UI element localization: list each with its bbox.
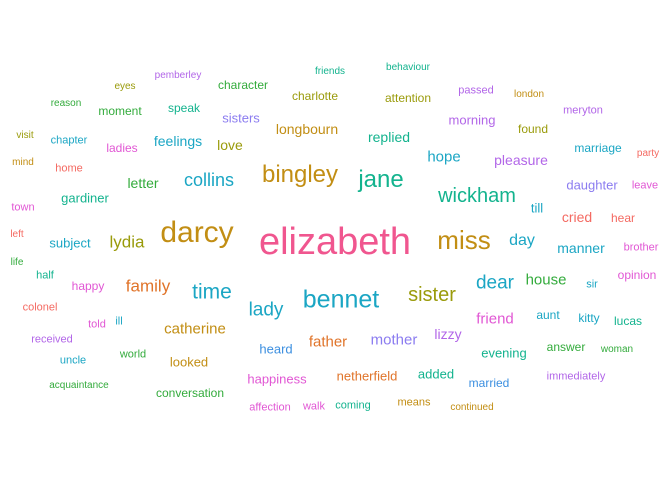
cloud-word-cried: cried <box>561 209 593 225</box>
cloud-word-ill: ill <box>115 315 123 328</box>
cloud-word-chapter: chapter <box>50 134 88 147</box>
cloud-word-acquaintance: acquaintance <box>49 380 109 391</box>
cloud-word-pleasure: pleasure <box>494 152 548 168</box>
cloud-word-time: time <box>192 280 232 304</box>
cloud-word-walk: walk <box>302 400 326 413</box>
cloud-word-left: left <box>10 229 24 240</box>
cloud-word-visit: visit <box>16 130 34 141</box>
cloud-word-till: till <box>530 200 544 216</box>
cloud-word-jane: jane <box>358 166 404 193</box>
cloud-word-mind: mind <box>12 157 34 168</box>
cloud-word-family: family <box>125 276 171 296</box>
cloud-word-attention: attention <box>384 91 432 105</box>
cloud-word-home: home <box>55 162 83 175</box>
cloud-word-happiness: happiness <box>247 371 307 387</box>
cloud-word-answer: answer <box>546 340 586 354</box>
cloud-word-speak: speak <box>167 101 201 115</box>
cloud-word-continued: continued <box>450 402 494 413</box>
cloud-word-colonel: colonel <box>22 301 58 314</box>
cloud-word-collins: collins <box>183 170 235 190</box>
cloud-word-love: love <box>217 137 243 153</box>
cloud-word-heard: heard <box>259 341 293 357</box>
cloud-word-looked: looked <box>169 354 209 370</box>
cloud-word-half: half <box>36 269 54 282</box>
cloud-word-daughter: daughter <box>566 177 618 193</box>
cloud-word-friends: friends <box>314 66 346 77</box>
cloud-word-miss: miss <box>437 225 491 255</box>
cloud-word-lizzy: lizzy <box>434 326 462 342</box>
cloud-word-world: world <box>119 348 147 361</box>
cloud-word-london: london <box>513 89 545 100</box>
cloud-word-replied: replied <box>367 129 411 145</box>
cloud-word-moment: moment <box>98 104 142 118</box>
cloud-word-life: life <box>10 257 24 268</box>
cloud-word-charlotte: charlotte <box>291 89 339 103</box>
cloud-word-uncle: uncle <box>59 354 87 367</box>
cloud-word-bennet: bennet <box>302 285 380 314</box>
cloud-word-letter: letter <box>127 175 159 191</box>
cloud-word-kitty: kitty <box>578 311 600 325</box>
cloud-word-morning: morning <box>448 112 496 128</box>
cloud-word-friend: friend <box>476 310 514 328</box>
cloud-word-hear: hear <box>610 211 636 225</box>
cloud-word-married: married <box>468 376 510 390</box>
cloud-word-wickham: wickham <box>438 185 516 207</box>
cloud-word-aunt: aunt <box>536 308 560 322</box>
cloud-word-pemberley: pemberley <box>154 70 202 81</box>
cloud-word-father: father <box>308 333 348 351</box>
cloud-word-town: town <box>11 201 35 214</box>
cloud-word-conversation: conversation <box>155 386 225 400</box>
cloud-word-behaviour: behaviour <box>386 62 430 73</box>
cloud-word-sisters: sisters <box>222 110 260 126</box>
cloud-word-lucas: lucas <box>613 314 643 328</box>
cloud-word-received: received <box>31 333 73 346</box>
cloud-word-catherine: catherine <box>164 320 226 338</box>
cloud-word-immediately: immediately <box>546 370 606 383</box>
cloud-word-darcy: darcy <box>160 216 234 249</box>
cloud-word-evening: evening <box>481 345 527 361</box>
cloud-word-ladies: ladies <box>106 141 138 155</box>
cloud-word-subject: subject <box>49 235 91 251</box>
cloud-word-eyes: eyes <box>114 81 136 92</box>
cloud-word-brother: brother <box>623 241 659 254</box>
cloud-word-added: added <box>417 366 455 382</box>
cloud-word-woman: woman <box>600 344 634 355</box>
cloud-word-gardiner: gardiner <box>61 190 109 206</box>
cloud-word-house: house <box>525 271 567 289</box>
cloud-word-leave: leave <box>631 179 659 192</box>
cloud-word-mother: mother <box>370 331 418 349</box>
cloud-word-feelings: feelings <box>153 133 203 149</box>
cloud-word-party: party <box>636 148 660 159</box>
cloud-word-sister: sister <box>408 284 456 306</box>
cloud-word-means: means <box>397 396 431 409</box>
cloud-word-elizabeth: elizabeth <box>258 221 412 263</box>
cloud-word-sir: sir <box>586 278 598 291</box>
cloud-word-found: found <box>517 122 549 136</box>
cloud-word-told: told <box>88 318 106 331</box>
cloud-word-lydia: lydia <box>109 232 145 252</box>
cloud-word-opinion: opinion <box>617 268 657 282</box>
cloud-word-happy: happy <box>71 279 105 293</box>
cloud-word-marriage: marriage <box>574 141 622 155</box>
cloud-word-meryton: meryton <box>563 104 603 117</box>
cloud-word-lady: lady <box>248 299 284 321</box>
cloud-word-bingley: bingley <box>261 161 339 188</box>
cloud-word-hope: hope <box>427 148 461 166</box>
cloud-word-character: character <box>217 78 269 92</box>
cloud-word-passed: passed <box>458 84 494 97</box>
cloud-word-affection: affection <box>249 401 291 414</box>
cloud-word-netherfield: netherfield <box>336 368 398 384</box>
cloud-word-manner: manner <box>557 240 605 256</box>
cloud-word-coming: coming <box>335 399 371 412</box>
cloud-word-longbourn: longbourn <box>275 121 339 137</box>
cloud-word-reason: reason <box>50 98 82 109</box>
cloud-word-day: day <box>509 232 535 249</box>
cloud-word-dear: dear <box>475 272 515 294</box>
